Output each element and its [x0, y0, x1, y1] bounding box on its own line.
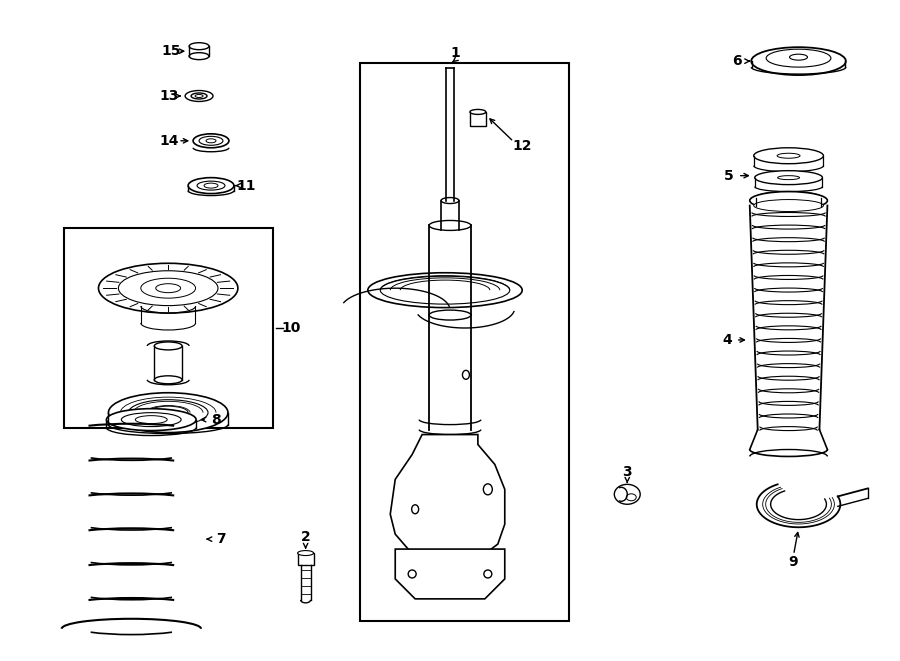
Ellipse shape — [195, 95, 203, 97]
Ellipse shape — [470, 110, 486, 114]
Text: 11: 11 — [236, 178, 256, 192]
Ellipse shape — [199, 136, 223, 145]
Ellipse shape — [755, 171, 823, 184]
Ellipse shape — [756, 192, 821, 204]
Text: 7: 7 — [216, 532, 226, 546]
Text: 6: 6 — [732, 54, 742, 68]
Text: 4: 4 — [722, 333, 732, 347]
Text: 1: 1 — [450, 46, 460, 60]
Ellipse shape — [189, 43, 209, 50]
Text: 3: 3 — [623, 465, 632, 479]
FancyBboxPatch shape — [470, 112, 486, 126]
FancyBboxPatch shape — [298, 553, 313, 565]
Ellipse shape — [626, 494, 636, 501]
Ellipse shape — [753, 148, 824, 164]
Polygon shape — [395, 549, 505, 599]
Ellipse shape — [197, 181, 225, 190]
Polygon shape — [391, 434, 505, 559]
Ellipse shape — [140, 278, 195, 298]
Text: 10: 10 — [281, 321, 301, 335]
Ellipse shape — [484, 570, 491, 578]
Ellipse shape — [135, 416, 167, 424]
Text: 14: 14 — [159, 134, 179, 148]
Ellipse shape — [154, 376, 182, 384]
Ellipse shape — [483, 484, 492, 495]
Ellipse shape — [98, 263, 238, 313]
Bar — [64, 229, 273, 428]
Ellipse shape — [154, 342, 182, 350]
Ellipse shape — [106, 408, 196, 430]
Ellipse shape — [191, 93, 207, 99]
Bar — [360, 63, 570, 621]
Text: 15: 15 — [161, 44, 181, 58]
Text: 5: 5 — [724, 169, 733, 182]
Ellipse shape — [108, 393, 228, 432]
Text: 9: 9 — [788, 555, 798, 569]
Ellipse shape — [615, 485, 640, 504]
Ellipse shape — [122, 412, 181, 426]
Text: 8: 8 — [212, 412, 220, 426]
Ellipse shape — [188, 178, 234, 194]
Text: 2: 2 — [301, 530, 310, 544]
Ellipse shape — [778, 176, 799, 180]
Ellipse shape — [381, 276, 509, 304]
Ellipse shape — [777, 153, 800, 158]
Text: 13: 13 — [159, 89, 179, 103]
Ellipse shape — [156, 284, 181, 293]
Ellipse shape — [368, 273, 522, 307]
Ellipse shape — [429, 310, 471, 320]
Ellipse shape — [789, 54, 807, 60]
Ellipse shape — [441, 198, 459, 204]
Ellipse shape — [752, 47, 846, 75]
Ellipse shape — [750, 192, 827, 210]
Ellipse shape — [409, 570, 416, 578]
Ellipse shape — [753, 200, 824, 212]
Ellipse shape — [766, 49, 831, 67]
Ellipse shape — [206, 139, 216, 143]
Ellipse shape — [185, 91, 213, 102]
Ellipse shape — [411, 505, 418, 514]
Ellipse shape — [194, 134, 229, 148]
Ellipse shape — [119, 271, 218, 305]
Ellipse shape — [189, 53, 209, 59]
Text: 12: 12 — [512, 139, 531, 153]
Ellipse shape — [429, 221, 471, 231]
Ellipse shape — [298, 551, 313, 555]
Ellipse shape — [463, 370, 470, 379]
Ellipse shape — [204, 183, 218, 188]
Ellipse shape — [148, 406, 188, 419]
Ellipse shape — [778, 196, 799, 200]
Ellipse shape — [129, 400, 208, 426]
